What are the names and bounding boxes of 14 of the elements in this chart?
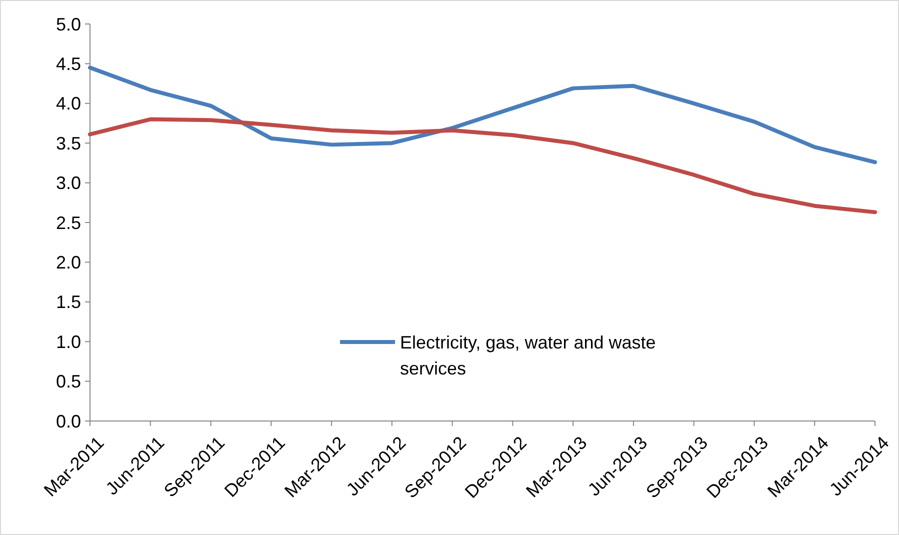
y-tick-label: 5.0 — [56, 14, 81, 34]
legend-label: Electricity, gas, water and waste services — [400, 332, 656, 378]
line-series — [88, 117, 877, 214]
y-tick-label: 2.0 — [56, 252, 81, 272]
y-tick-label: 2.5 — [56, 212, 81, 233]
y-tick-label: 1.0 — [56, 332, 81, 352]
line-series — [88, 66, 877, 164]
y-tick-label: 1.5 — [56, 292, 81, 312]
y-tick-label: 3.0 — [56, 173, 81, 194]
y-tick-label: 3.5 — [56, 133, 81, 154]
y-tick-label: 0.0 — [56, 411, 81, 432]
y-tick-label: 0.5 — [56, 372, 81, 392]
y-tick-label: 4.5 — [56, 54, 81, 74]
y-tick-label: 4.0 — [56, 94, 81, 114]
